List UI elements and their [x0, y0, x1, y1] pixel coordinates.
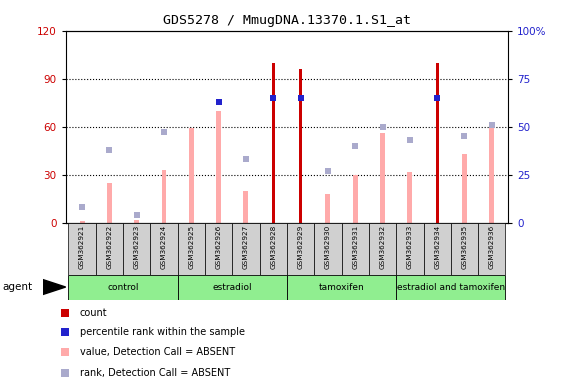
Bar [232, 223, 260, 275]
Bar [178, 275, 287, 300]
Bar [369, 223, 396, 275]
Bar [478, 223, 505, 275]
Text: agent: agent [3, 282, 33, 292]
Bar [178, 223, 205, 275]
Text: GSM362928: GSM362928 [270, 224, 276, 268]
Bar [107, 183, 112, 223]
Bar [272, 63, 275, 223]
Text: percentile rank within the sample: percentile rank within the sample [80, 328, 245, 338]
Text: estradiol and tamoxifen: estradiol and tamoxifen [397, 283, 505, 291]
Bar [162, 170, 167, 223]
Text: count: count [80, 308, 107, 318]
Bar [287, 223, 314, 275]
Bar [189, 128, 194, 223]
Text: rank, Detection Call = ABSENT: rank, Detection Call = ABSENT [80, 368, 230, 378]
Bar [407, 172, 412, 223]
Bar [341, 223, 369, 275]
Bar [424, 223, 451, 275]
Text: GSM362935: GSM362935 [461, 224, 468, 268]
Text: tamoxifen: tamoxifen [319, 283, 364, 291]
Bar [451, 223, 478, 275]
Bar [243, 191, 248, 223]
Text: GSM362927: GSM362927 [243, 224, 249, 268]
Text: GSM362936: GSM362936 [489, 224, 495, 268]
Text: estradiol: estradiol [212, 283, 252, 291]
Text: GSM362925: GSM362925 [188, 224, 194, 268]
Text: GSM362929: GSM362929 [297, 224, 304, 268]
Bar [79, 221, 85, 223]
Bar [150, 223, 178, 275]
Polygon shape [43, 280, 66, 295]
Text: control: control [107, 283, 139, 291]
Bar [325, 194, 331, 223]
Text: GSM362921: GSM362921 [79, 224, 85, 268]
Bar [260, 223, 287, 275]
Text: GSM362924: GSM362924 [161, 224, 167, 268]
Text: GSM362932: GSM362932 [380, 224, 385, 268]
Text: GSM362923: GSM362923 [134, 224, 140, 268]
Text: GSM362922: GSM362922 [106, 224, 112, 268]
Bar [216, 111, 221, 223]
Bar [299, 69, 302, 223]
Bar [396, 223, 424, 275]
Bar [205, 223, 232, 275]
Bar [123, 223, 150, 275]
Text: GSM362930: GSM362930 [325, 224, 331, 268]
Bar [380, 133, 385, 223]
Bar [69, 275, 178, 300]
Title: GDS5278 / MmugDNA.13370.1.S1_at: GDS5278 / MmugDNA.13370.1.S1_at [163, 14, 411, 27]
Bar [96, 223, 123, 275]
Bar [69, 223, 96, 275]
Text: GSM362931: GSM362931 [352, 224, 358, 268]
Bar [314, 223, 341, 275]
Bar [134, 220, 139, 223]
Text: GSM362933: GSM362933 [407, 224, 413, 268]
Bar [353, 175, 357, 223]
Bar [489, 122, 494, 223]
Bar [396, 275, 505, 300]
Text: GSM362926: GSM362926 [216, 224, 222, 268]
Bar [287, 275, 396, 300]
Text: value, Detection Call = ABSENT: value, Detection Call = ABSENT [80, 347, 235, 357]
Bar [462, 154, 467, 223]
Text: GSM362934: GSM362934 [434, 224, 440, 268]
Bar [436, 63, 439, 223]
